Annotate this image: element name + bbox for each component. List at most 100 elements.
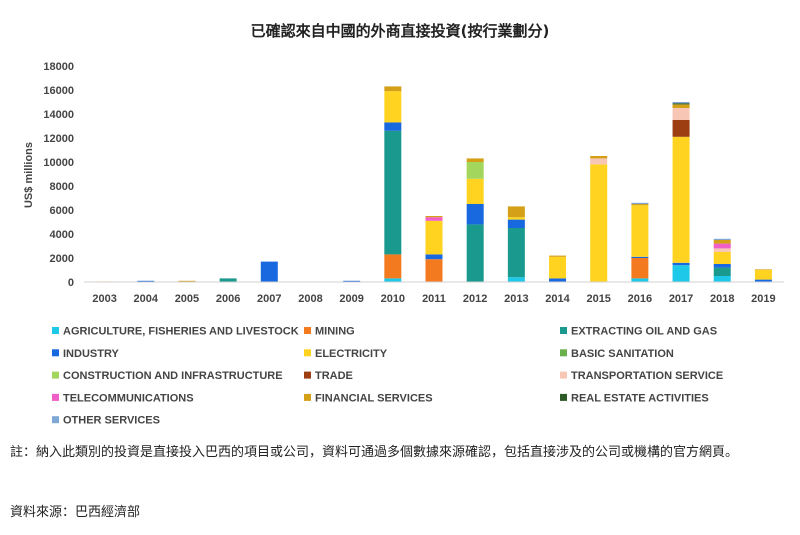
legend-label: OTHER SERVICES	[63, 415, 160, 427]
legend-label: TELECOMMUNICATIONS	[63, 392, 194, 404]
x-tick-label: 2016	[628, 293, 652, 305]
legend-label: MINING	[315, 326, 355, 338]
y-tick-label: 16000	[43, 85, 74, 97]
x-tick-label: 2004	[134, 293, 159, 305]
source-note: 資料來源：巴西經濟部	[10, 505, 141, 520]
bar-segment	[507, 219, 525, 228]
bar-segment	[466, 224, 484, 282]
legend-label: CONSTRUCTION AND INFRASTRUCTURE	[63, 370, 283, 382]
bar-segment	[466, 158, 484, 162]
bar-segment	[754, 270, 772, 280]
bar-segment	[631, 202, 649, 204]
bar-segment	[672, 262, 690, 266]
y-tick-label: 0	[68, 277, 74, 289]
bar-segment	[631, 204, 649, 206]
x-tick-label: 2006	[216, 293, 240, 305]
bar-segment	[549, 278, 567, 282]
x-tick-label: 2003	[92, 293, 116, 305]
bar-segment	[713, 264, 731, 268]
y-tick-label: 8000	[50, 181, 74, 193]
bar-segment	[713, 276, 731, 282]
bar-segment	[384, 278, 402, 282]
bar-segment	[178, 280, 196, 282]
y-tick-label: 18000	[43, 61, 74, 73]
x-tick-label: 2010	[381, 293, 405, 305]
bar-segment	[507, 217, 525, 220]
x-tick-label: 2014	[545, 293, 570, 305]
footnote: 註：納入此類別的投資是直接投入巴西的項目或公司，資料可通過多個數據來源確認，包括…	[10, 445, 739, 460]
bar-segment	[672, 136, 690, 263]
legend-swatch	[52, 371, 59, 379]
x-tick-label: 2005	[175, 293, 199, 305]
legend-swatch	[560, 393, 567, 401]
bar-segment	[631, 256, 649, 258]
legend-label: TRADE	[315, 370, 353, 382]
legend-label: BASIC SANITATION	[571, 348, 674, 360]
bar-segment	[713, 240, 731, 244]
y-tick-label: 2000	[50, 253, 74, 265]
chart-title: 已確認來自中國的外商直接投資(按行業劃分)	[251, 22, 550, 40]
bar-segment	[713, 267, 731, 276]
bar-segment	[754, 269, 772, 270]
legend-label: FINANCIAL SERVICES	[315, 392, 433, 404]
bar-segment	[507, 277, 525, 282]
bar-segment	[590, 164, 608, 282]
bar-segment	[631, 278, 649, 282]
bar-segment	[384, 254, 402, 279]
bar-segment	[672, 108, 690, 120]
bar-segment	[384, 91, 402, 123]
x-tick-label: 2019	[751, 293, 775, 305]
bar-segment	[549, 256, 567, 279]
legend-label: TRANSPORTATION SERVICE	[571, 370, 723, 382]
bar-segment	[672, 104, 690, 108]
legend-label: INDUSTRY	[63, 348, 119, 360]
legend-swatch	[52, 349, 59, 357]
bar-segment	[507, 228, 525, 278]
legend: AGRICULTURE, FISHERIES AND LIVESTOCK MINI…	[52, 326, 723, 427]
bar-segment	[384, 86, 402, 92]
bar-segment	[384, 122, 402, 131]
legend-swatch	[52, 416, 59, 424]
bar-segment	[672, 265, 690, 282]
legend-label: EXTRACTING OIL AND GAS	[571, 326, 717, 338]
bar-segment	[466, 204, 484, 225]
bar-segment	[425, 254, 443, 260]
y-axis-ticks: 0 2000 4000 6000 8000 10000 12000 14000 16000 180…	[43, 61, 74, 289]
bar-segment	[590, 156, 608, 159]
legend-label: AGRICULTURE, FISHERIES AND LIVESTOCK	[63, 326, 299, 338]
stacked-bar-chart: 已確認來自中國的外商直接投資(按行業劃分) US$ millions 0 2000…	[23, 22, 784, 427]
legend-swatch	[304, 371, 311, 379]
x-tick-label: 2013	[504, 293, 528, 305]
legend-swatch	[560, 349, 567, 357]
bar-segment	[466, 162, 484, 179]
y-tick-label: 4000	[50, 229, 74, 241]
x-tick-label: 2008	[298, 293, 322, 305]
legend-swatch	[304, 393, 311, 401]
bar-segment	[507, 206, 525, 218]
bar-segment	[425, 216, 443, 218]
legend-swatch	[52, 393, 59, 401]
legend-swatch	[560, 327, 567, 334]
bar-segment	[343, 280, 361, 282]
legend-swatch	[560, 371, 567, 379]
bar-segment	[631, 205, 649, 257]
legend-swatch	[304, 327, 311, 334]
bar-segment	[466, 178, 484, 204]
bar-segment	[549, 255, 567, 257]
x-tick-label: 2011	[422, 293, 446, 305]
y-tick-label: 14000	[43, 109, 74, 121]
x-tick-label: 2012	[463, 293, 487, 305]
bar-segment	[672, 120, 690, 137]
x-tick-label: 2017	[669, 293, 693, 305]
bar-segment	[672, 102, 690, 104]
bar-segment	[754, 279, 772, 282]
bar-segment	[219, 278, 237, 282]
x-axis-ticks: 2003 2004 2005 2006 2007 2008 2009 2010 2011 2012…	[92, 293, 775, 305]
x-tick-label: 2018	[710, 293, 734, 305]
bar-segment	[384, 130, 402, 255]
bar-segment	[713, 243, 731, 249]
legend-swatch	[52, 327, 59, 334]
y-tick-label: 10000	[43, 157, 74, 169]
x-tick-label: 2015	[586, 293, 610, 305]
bar-segment	[137, 280, 155, 282]
